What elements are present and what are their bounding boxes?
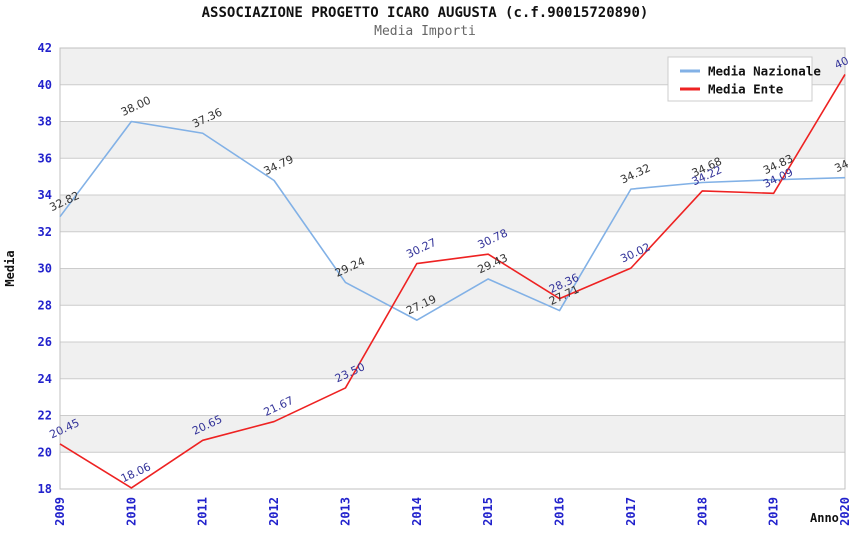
y-tick-label: 24 xyxy=(38,372,52,386)
y-tick-label: 28 xyxy=(38,298,52,312)
y-tick-label: 30 xyxy=(38,262,52,276)
chart-title: ASSOCIAZIONE PROGETTO ICARO AUGUSTA (c.f… xyxy=(201,5,649,21)
y-tick-label: 20 xyxy=(38,445,52,459)
y-tick-label: 32 xyxy=(38,225,52,239)
series-line-media-ente xyxy=(59,74,846,489)
series-line-media-nazionale xyxy=(59,120,846,321)
legend-label-media-ente: Media Ente xyxy=(708,82,784,97)
x-tick-label: 2014 xyxy=(410,497,424,526)
y-tick-label: 42 xyxy=(38,41,52,55)
y-axis-title: Media xyxy=(3,250,17,286)
x-tick-label: 2010 xyxy=(124,497,138,526)
grid-band xyxy=(60,121,845,159)
grid-band xyxy=(60,305,845,342)
legend-label-media-nazionale: Media Nazionale xyxy=(708,64,821,79)
x-tick-label: 2009 xyxy=(53,497,67,526)
y-tick-label: 26 xyxy=(38,335,52,349)
grid-band xyxy=(60,231,845,269)
x-tick-label: 2018 xyxy=(695,497,709,526)
plot-border xyxy=(59,47,846,490)
grid-band xyxy=(60,195,845,232)
legend-box xyxy=(667,56,813,102)
y-tick-label: 22 xyxy=(38,409,52,423)
x-tick-label: 2020 xyxy=(838,497,850,526)
grid-band xyxy=(60,415,845,453)
y-tick-label: 18 xyxy=(38,482,52,496)
chart-subtitle: Media Importi xyxy=(374,24,476,39)
x-tick-label: 2019 xyxy=(767,497,781,526)
y-tick-label: 40 xyxy=(38,78,52,92)
x-tick-label: 2017 xyxy=(624,497,638,526)
x-axis-title: Anno xyxy=(810,511,839,525)
x-tick-label: 2015 xyxy=(481,497,495,526)
grid-band xyxy=(60,158,845,195)
y-tick-label: 36 xyxy=(38,151,52,165)
x-tick-label: 2013 xyxy=(338,497,352,526)
x-tick-label: 2016 xyxy=(553,497,567,526)
grid-band xyxy=(60,342,845,379)
y-tick-label: 34 xyxy=(38,188,52,202)
x-tick-label: 2012 xyxy=(267,497,281,526)
grid-band xyxy=(60,452,845,489)
y-tick-label: 38 xyxy=(38,115,52,129)
grid-band xyxy=(60,378,845,416)
x-tick-label: 2011 xyxy=(196,497,210,526)
